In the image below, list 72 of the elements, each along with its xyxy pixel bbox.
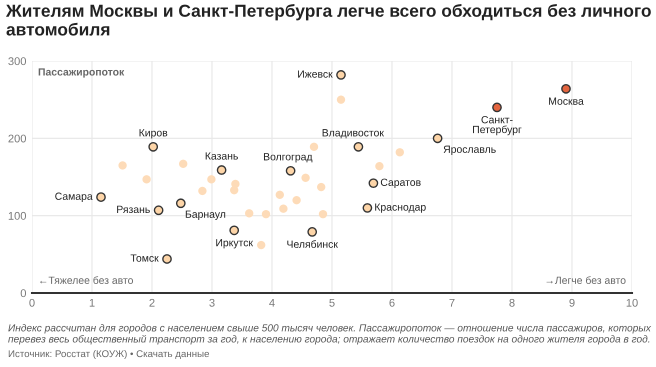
- point: [118, 161, 127, 170]
- point: [317, 182, 326, 192]
- point: [96, 192, 106, 202]
- annotation: Томск: [130, 254, 159, 262]
- point: [262, 210, 270, 218]
- x-tick-label: 8: [509, 298, 515, 307]
- x-tick-label: 2: [149, 298, 155, 307]
- point: [307, 227, 318, 237]
- x-tick-label: 10: [626, 298, 638, 307]
- point: [336, 96, 346, 104]
- y-axis-title: Пассажиропоток: [38, 68, 124, 78]
- y-tick-label: 300: [8, 57, 26, 66]
- point: [276, 190, 284, 199]
- annotation: Челябинск: [287, 240, 338, 248]
- point: [279, 204, 288, 213]
- annotation: Ижевск: [298, 70, 333, 78]
- x-tick-label: 7: [449, 298, 455, 307]
- point: [561, 84, 571, 94]
- text: Индекс рассчитан для городов с населением свыше 500 тысяч человек. Пассажиропоток — отношение числа пассажиров, которых перевез весь общественный транспорт за год, к населению города; отражает количество поездок на одного жителя города в год.: [8, 324, 652, 345]
- point: [216, 165, 226, 175]
- x-tick-label: 1: [90, 298, 95, 307]
- annotation: Барнаул: [186, 210, 226, 220]
- x-tick-label: 3: [209, 298, 215, 307]
- y-tick-label: 100: [8, 212, 26, 220]
- x-tick-label: 6: [389, 298, 395, 307]
- point: [310, 142, 318, 152]
- annotation: →Легче без авто: [546, 276, 626, 284]
- annotation: Казань: [206, 152, 238, 160]
- point: [229, 226, 240, 236]
- x-tick-label: 4: [269, 298, 275, 307]
- chart-title: Жителям Москвы и Санкт-Петербурга легче всего обходиться без личного автомобиля: [6, 4, 651, 36]
- annotation: Самара: [55, 192, 93, 202]
- annotation: Иркутск: [216, 239, 254, 248]
- annotation: Волгоград: [264, 153, 312, 162]
- point: [162, 254, 172, 264]
- x-tick-label: 9: [569, 298, 575, 307]
- text: Источник: Росстат (КОУЖ) • Скачать данные: [8, 350, 210, 360]
- annotation: Санкт- Петербург: [473, 116, 522, 136]
- point: [198, 186, 207, 196]
- point: [318, 210, 328, 218]
- point: [354, 142, 364, 152]
- annotation: Рязань: [117, 206, 150, 214]
- point: [396, 148, 404, 156]
- y-tick-label: 0: [20, 289, 26, 298]
- x-tick-label: 5: [329, 298, 335, 307]
- point: [245, 209, 254, 218]
- point: [230, 186, 238, 194]
- point: [336, 70, 346, 80]
- annotation: Краснодар: [375, 203, 426, 213]
- annotation: Владивосток: [322, 129, 384, 138]
- point: [292, 196, 301, 204]
- point: [176, 198, 186, 208]
- point: [179, 160, 188, 168]
- point: [375, 162, 384, 170]
- annotation: Саратов: [380, 178, 421, 188]
- point: [368, 178, 378, 188]
- point: [257, 240, 266, 250]
- annotation: Киров: [140, 129, 168, 139]
- y-tick-label: 200: [8, 134, 26, 142]
- point: [362, 203, 372, 213]
- annotation: ←Тяжелее без авто: [40, 276, 133, 284]
- point: [286, 166, 296, 176]
- x-tick-label: 0: [29, 298, 35, 307]
- point: [142, 175, 151, 184]
- point: [432, 133, 442, 144]
- point: [148, 142, 158, 152]
- point: [301, 174, 310, 182]
- annotation: Ярославль: [444, 146, 496, 155]
- point: [207, 175, 216, 184]
- point: [492, 102, 502, 112]
- point: [154, 205, 164, 216]
- annotation: Москва: [549, 98, 584, 105]
